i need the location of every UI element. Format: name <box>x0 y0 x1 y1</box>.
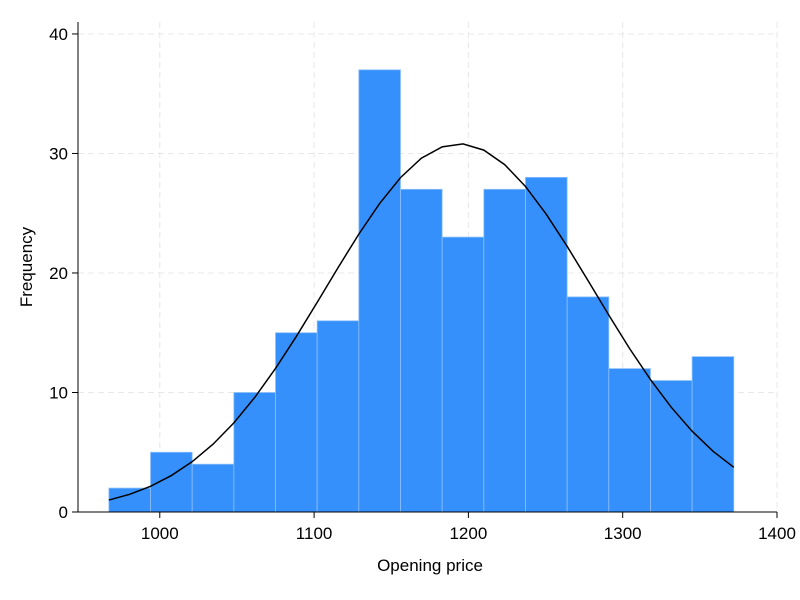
x-axis-title: Opening price <box>377 556 483 575</box>
y-tick-label: 20 <box>49 264 68 283</box>
x-tick-label: 1100 <box>296 524 333 543</box>
y-axis-title: Frequency <box>17 226 36 307</box>
density-curve <box>108 143 735 501</box>
bar <box>358 69 401 513</box>
y-tick-label: 10 <box>49 383 68 402</box>
y-tick-label: 40 <box>49 25 68 44</box>
bar <box>566 296 610 513</box>
bar <box>150 451 193 513</box>
bar <box>650 380 693 513</box>
bar <box>191 463 235 513</box>
bar <box>483 188 526 513</box>
x-tick-label: 1200 <box>449 524 487 543</box>
bar <box>316 320 360 513</box>
bar <box>525 176 568 513</box>
y-tick-label: 30 <box>49 144 68 163</box>
y-tick-label: 0 <box>59 503 68 522</box>
bar <box>441 236 485 513</box>
bar <box>108 487 151 513</box>
bar <box>233 392 276 513</box>
x-tick-label: 1300 <box>604 524 642 543</box>
bar <box>275 332 318 513</box>
bar <box>400 188 443 513</box>
x-tick-label: 1400 <box>758 524 796 543</box>
x-tick-label: 1000 <box>141 524 179 543</box>
bar <box>608 368 651 513</box>
bar <box>691 356 735 513</box>
